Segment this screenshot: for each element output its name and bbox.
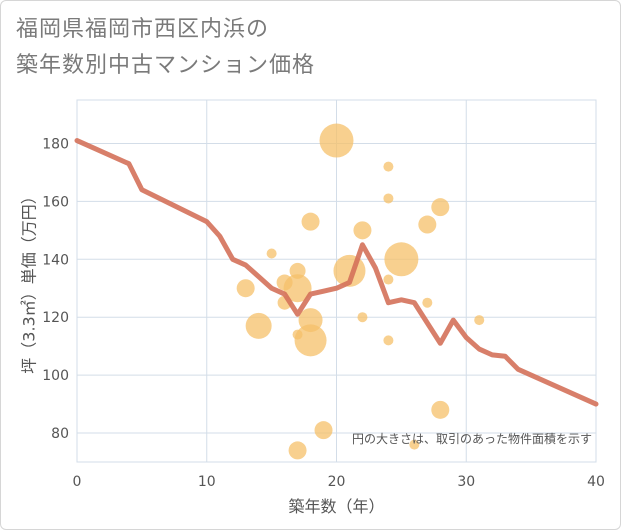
x-axis-ticks: 0 10 20 30 40: [73, 474, 605, 490]
bubble-point: [409, 439, 420, 450]
y-axis-title: 坪（3.3㎡）単価（万円）: [20, 188, 39, 373]
bubble-point: [384, 242, 419, 277]
y-tick-label: 100: [42, 368, 69, 384]
bubble-size-note: 円の大きさは、取引のあった物件面積を示す: [352, 431, 592, 446]
bubble-point: [353, 221, 372, 240]
bubble-point: [383, 274, 394, 285]
chart-title: 福岡県福岡市西区内浜の 築年数別中古マンション価格: [16, 12, 315, 84]
bubble-point: [431, 198, 450, 217]
bubble-point: [474, 315, 485, 326]
y-tick-label: 180: [42, 136, 69, 152]
y-tick-label: 160: [42, 194, 69, 210]
y-axis-ticks: 80 100 120 140 160 180: [42, 136, 69, 442]
y-tick-label: 120: [42, 310, 69, 326]
x-tick-label: 40: [587, 474, 605, 490]
chart-title-line-1: 福岡県福岡市西区内浜の: [16, 17, 270, 42]
bubble-point: [383, 193, 394, 204]
bubble-point: [383, 335, 394, 346]
chart-title-line-2: 築年数別中古マンション価格: [16, 53, 316, 78]
bubble-point: [236, 279, 255, 298]
bubble-point: [357, 312, 368, 323]
bubble-point: [319, 123, 354, 158]
x-tick-label: 30: [457, 474, 475, 490]
x-tick-label: 0: [73, 474, 82, 490]
bubble-point: [422, 297, 433, 308]
bubble-point: [383, 161, 394, 172]
bubble-point: [418, 215, 437, 234]
bubble-point: [283, 274, 312, 303]
y-tick-label: 80: [51, 426, 69, 442]
x-tick-label: 20: [328, 474, 346, 490]
trend-line-series: [74, 138, 599, 407]
bubble-point: [245, 312, 272, 339]
bubble-point: [301, 212, 320, 231]
bubble-point: [431, 400, 450, 419]
trend-line: [74, 138, 599, 407]
bubble-point: [294, 324, 327, 357]
x-tick-label: 10: [198, 474, 216, 490]
x-axis-title: 築年数（年）: [288, 497, 384, 516]
bubble-point: [314, 421, 333, 440]
bubble-point: [266, 248, 277, 259]
bubble-point: [288, 441, 307, 460]
y-tick-label: 140: [42, 252, 69, 268]
